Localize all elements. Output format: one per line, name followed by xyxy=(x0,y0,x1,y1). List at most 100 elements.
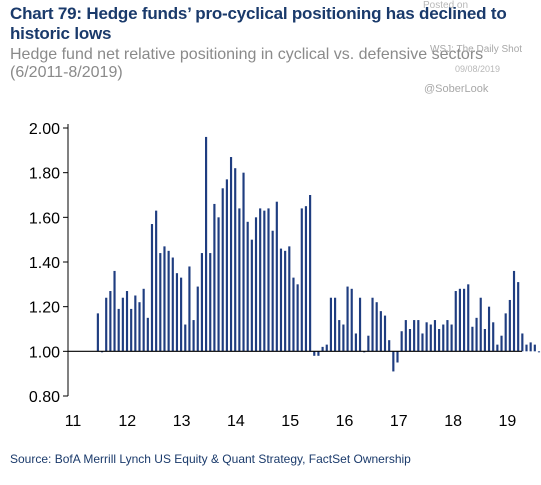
bar xyxy=(96,313,99,352)
bar xyxy=(517,282,520,352)
bar xyxy=(105,297,108,352)
bar xyxy=(342,324,345,352)
bar xyxy=(475,317,478,352)
bar xyxy=(267,208,270,352)
bar xyxy=(471,326,474,352)
bar xyxy=(117,308,120,352)
bar xyxy=(175,273,179,352)
bar xyxy=(329,297,332,352)
source-note: Source: BofA Merrill Lynch US Equity & Q… xyxy=(10,452,411,466)
bar xyxy=(163,246,166,352)
bar xyxy=(263,210,266,352)
bar xyxy=(487,306,491,352)
bar xyxy=(213,203,216,352)
bar xyxy=(379,311,382,352)
bar xyxy=(429,324,432,352)
bar xyxy=(130,308,133,352)
y-tick-label: 1.00 xyxy=(29,344,60,361)
x-tick-label: 19 xyxy=(499,413,517,430)
bar xyxy=(225,179,228,352)
y-tick-label: 1.40 xyxy=(29,255,60,272)
bar xyxy=(450,324,453,352)
bar xyxy=(338,320,341,352)
bar xyxy=(150,224,154,352)
bar xyxy=(180,277,183,352)
bar xyxy=(458,288,461,352)
bar xyxy=(504,313,507,352)
bar xyxy=(121,297,124,352)
bar xyxy=(354,333,357,352)
bar xyxy=(200,253,203,352)
bar xyxy=(217,217,220,352)
x-tick-label: 12 xyxy=(118,413,136,430)
bar xyxy=(446,320,449,352)
bar xyxy=(367,335,370,352)
bar xyxy=(142,288,145,352)
x-tick-label: 17 xyxy=(390,413,408,430)
bar xyxy=(113,270,116,352)
bar xyxy=(196,286,199,352)
bar xyxy=(309,195,312,352)
bar xyxy=(392,351,395,372)
bar xyxy=(138,302,141,352)
bar xyxy=(500,335,503,352)
y-tick-label: 1.60 xyxy=(29,210,60,227)
bar xyxy=(388,340,391,352)
bar xyxy=(396,351,399,363)
bar xyxy=(350,288,353,352)
x-tick-label: 18 xyxy=(444,413,462,430)
bar xyxy=(292,277,295,352)
bar xyxy=(238,208,241,352)
watermark-source: WSJ: The Daily Shot xyxy=(430,44,523,55)
bar xyxy=(250,239,253,352)
bar xyxy=(400,331,403,352)
bar xyxy=(159,253,162,352)
bar xyxy=(317,351,320,356)
bar xyxy=(167,250,170,352)
watermark-handle: @SoberLook xyxy=(424,83,489,95)
x-tick-label: 15 xyxy=(281,413,299,430)
bar xyxy=(205,136,208,352)
bar xyxy=(246,221,249,352)
bar xyxy=(463,288,466,352)
watermark-date: 09/08/2019 xyxy=(455,64,501,74)
bar xyxy=(533,344,536,352)
bar xyxy=(371,297,374,352)
bar xyxy=(375,302,378,352)
bar xyxy=(334,297,337,352)
bar xyxy=(271,230,274,352)
bar xyxy=(525,344,528,352)
bar xyxy=(413,320,416,352)
bar xyxy=(483,329,486,352)
y-tick-label: 1.20 xyxy=(29,300,60,317)
bar xyxy=(275,201,278,352)
bar xyxy=(508,299,511,352)
bar xyxy=(454,291,457,352)
bar xyxy=(296,284,299,352)
bar xyxy=(313,351,316,356)
bar xyxy=(242,172,245,352)
bar xyxy=(358,297,362,352)
bar xyxy=(229,157,233,352)
bar xyxy=(512,270,516,352)
bar xyxy=(346,286,349,352)
bar xyxy=(134,295,137,352)
chart-bars xyxy=(96,136,541,372)
bar xyxy=(155,210,158,352)
bar xyxy=(209,253,212,352)
bar xyxy=(284,250,287,352)
y-tick-label: 2.00 xyxy=(29,121,60,138)
x-tick-label: 11 xyxy=(65,413,82,430)
bar xyxy=(408,329,412,352)
bar xyxy=(496,344,499,352)
bar xyxy=(221,188,224,352)
bar xyxy=(192,320,195,352)
y-axis: 2.00 1.80 1.60 1.40 1.20 1.00 0.80 xyxy=(29,121,69,406)
bar xyxy=(467,284,470,352)
x-tick-label: 16 xyxy=(336,413,354,430)
bar xyxy=(188,266,191,352)
x-tick-label: 13 xyxy=(173,413,191,430)
bar xyxy=(529,342,532,352)
bar xyxy=(184,324,187,352)
bar xyxy=(383,315,387,352)
